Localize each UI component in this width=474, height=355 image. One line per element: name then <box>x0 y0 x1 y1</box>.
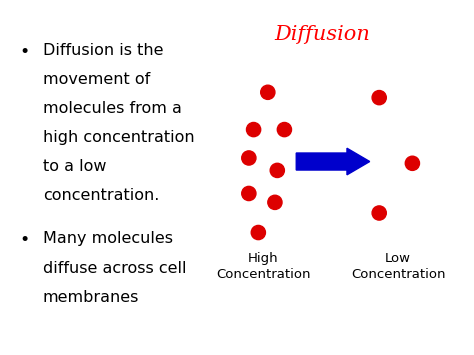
Ellipse shape <box>261 85 275 99</box>
Text: molecules from a: molecules from a <box>43 101 182 116</box>
Ellipse shape <box>405 156 419 170</box>
Text: Diffusion: Diffusion <box>274 25 370 44</box>
Ellipse shape <box>277 122 292 137</box>
Text: diffuse across cell: diffuse across cell <box>43 261 186 275</box>
Ellipse shape <box>372 91 386 105</box>
Ellipse shape <box>242 151 256 165</box>
Ellipse shape <box>242 186 256 201</box>
Text: High
Concentration: High Concentration <box>216 252 310 281</box>
Text: •: • <box>19 231 29 250</box>
Text: to a low: to a low <box>43 159 106 174</box>
Ellipse shape <box>268 195 282 209</box>
Ellipse shape <box>270 163 284 178</box>
Text: high concentration: high concentration <box>43 130 194 145</box>
Text: •: • <box>19 43 29 61</box>
Ellipse shape <box>251 225 265 240</box>
Text: concentration.: concentration. <box>43 188 159 203</box>
Ellipse shape <box>372 206 386 220</box>
FancyArrow shape <box>296 148 370 175</box>
Text: Low
Concentration: Low Concentration <box>351 252 446 281</box>
Ellipse shape <box>246 122 261 137</box>
Text: movement of: movement of <box>43 72 150 87</box>
Text: Diffusion is the: Diffusion is the <box>43 43 163 58</box>
Text: Many molecules: Many molecules <box>43 231 173 246</box>
Text: membranes: membranes <box>43 290 139 305</box>
